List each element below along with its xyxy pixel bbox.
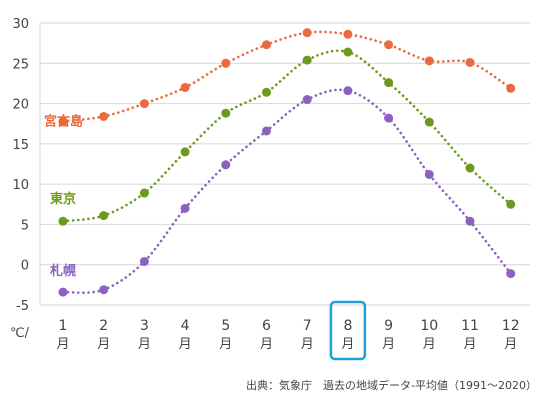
data-point xyxy=(302,28,312,38)
x-tick-month-unit: 月 xyxy=(382,337,395,352)
data-point xyxy=(262,126,271,136)
data-point xyxy=(139,256,149,266)
x-tick-month-unit: 月 xyxy=(219,337,232,352)
x-tick-month-unit: 月 xyxy=(423,337,436,352)
data-point xyxy=(58,216,68,226)
y-tick-label: 30 xyxy=(12,17,29,32)
x-tick-month-number: 7 xyxy=(303,318,312,334)
data-point xyxy=(180,82,190,92)
series-line xyxy=(61,49,512,223)
x-tick-month-unit: 月 xyxy=(504,337,517,352)
series-label: 札幌 xyxy=(49,263,76,279)
data-point xyxy=(384,78,394,88)
x-tick-month-number: 11 xyxy=(461,318,479,334)
x-tick-month-unit: 月 xyxy=(341,337,354,352)
source-note: 出典：気象庁 過去の地域データ-平均値（1991～2020） xyxy=(246,378,537,392)
series-line xyxy=(61,88,512,294)
data-point xyxy=(180,203,190,213)
y-tick-label: 0 xyxy=(21,259,29,274)
data-point xyxy=(343,29,353,39)
data-point xyxy=(506,269,516,279)
data-point xyxy=(139,188,149,198)
x-tick-month-number: 2 xyxy=(99,318,108,334)
x-tick-month-unit: 月 xyxy=(463,337,476,352)
data-point xyxy=(302,55,312,65)
x-tick-month-unit: 月 xyxy=(138,337,151,352)
series-layer xyxy=(58,28,516,297)
y-tick-label: 5 xyxy=(21,218,29,233)
data-point xyxy=(58,116,68,126)
data-point xyxy=(424,117,434,127)
data-point xyxy=(58,287,68,297)
y-tick-label: -5 xyxy=(16,299,29,314)
data-point xyxy=(424,169,434,179)
highlight-month-frame xyxy=(329,300,367,361)
data-point xyxy=(343,47,353,57)
data-point xyxy=(384,40,394,50)
x-tick-labels: 1 月 2 月 3 月 4 月 5 月 6 月 7 月 8 月 9 月 10 月 11 月 12 月 xyxy=(56,300,520,361)
x-tick-month-unit: 月 xyxy=(260,337,273,352)
data-point xyxy=(465,216,475,226)
y-tick-label: 10 xyxy=(12,178,29,193)
x-tick-month-number: 6 xyxy=(262,318,271,334)
x-tick-month-unit: 月 xyxy=(301,337,314,352)
data-point xyxy=(302,95,312,105)
data-point xyxy=(465,163,475,173)
data-point xyxy=(221,160,231,170)
grid-layer xyxy=(39,22,530,306)
x-tick-month-number: 8 xyxy=(343,318,352,334)
data-point xyxy=(99,211,109,221)
data-point xyxy=(180,147,190,157)
data-point xyxy=(506,199,516,209)
data-point xyxy=(221,108,231,118)
x-tick-month-number: 3 xyxy=(140,318,149,334)
data-point xyxy=(506,83,516,93)
x-tick-month-number: 9 xyxy=(384,318,393,334)
data-point xyxy=(465,57,475,67)
series-line xyxy=(61,30,512,123)
x-tick-month-number: 1 xyxy=(59,318,68,334)
x-tick-month-number: 4 xyxy=(181,318,190,334)
y-tick-labels: -5 0 5 10 15 20 25 30 xyxy=(12,17,29,314)
data-point xyxy=(221,58,231,68)
data-point xyxy=(262,87,271,97)
x-tick-month-number: 5 xyxy=(221,318,230,334)
x-tick-month-unit: 月 xyxy=(97,337,110,352)
data-point xyxy=(262,40,271,50)
series-label: 東京 xyxy=(50,191,76,207)
data-point xyxy=(424,56,434,66)
x-tick-month-number: 10 xyxy=(420,318,438,334)
data-point xyxy=(99,285,109,295)
series-label: 宮古島 xyxy=(44,113,83,129)
y-tick-label: 20 xyxy=(12,98,29,113)
y-tick-label: 25 xyxy=(12,57,29,72)
data-point xyxy=(99,111,109,121)
x-tick-month-unit: 月 xyxy=(179,337,192,352)
x-tick-month-number: 12 xyxy=(502,318,520,334)
data-point xyxy=(343,86,353,96)
data-point xyxy=(384,113,394,123)
x-tick-month-unit: 月 xyxy=(56,337,69,352)
y-unit-label: ℃/ xyxy=(10,326,30,341)
y-tick-label: 15 xyxy=(12,138,29,153)
data-point xyxy=(139,99,149,109)
